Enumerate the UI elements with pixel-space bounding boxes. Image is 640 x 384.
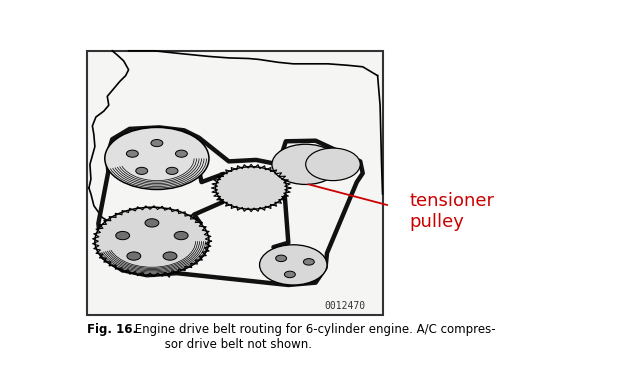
Circle shape [260,245,327,285]
Circle shape [174,232,188,240]
Circle shape [216,167,287,209]
Circle shape [142,235,162,247]
Circle shape [127,252,141,260]
Text: Fig. 16.: Fig. 16. [88,323,138,336]
Circle shape [136,167,148,174]
Bar [88,51,383,315]
Circle shape [234,178,268,198]
Circle shape [116,134,198,183]
Circle shape [322,158,344,171]
Circle shape [328,161,338,167]
Text: Engine drive belt routing for 6-cylinder engine. A/C compres-
         sor drive: Engine drive belt routing for 6-cylinder… [131,323,496,351]
Circle shape [163,252,177,260]
Circle shape [243,183,259,193]
Circle shape [128,227,176,255]
Circle shape [118,221,186,262]
Circle shape [306,148,360,180]
Circle shape [284,271,295,278]
Circle shape [106,214,198,268]
Circle shape [225,172,278,204]
Circle shape [298,160,313,169]
Circle shape [127,141,187,176]
Circle shape [286,260,301,269]
Circle shape [281,150,330,179]
Circle shape [145,219,159,227]
Circle shape [126,150,138,157]
Circle shape [277,255,309,274]
Circle shape [105,127,209,189]
Circle shape [290,155,321,174]
Circle shape [116,232,130,240]
Circle shape [148,153,166,164]
Circle shape [166,167,178,174]
Circle shape [175,150,188,157]
Circle shape [276,255,287,262]
Text: 0012470: 0012470 [324,301,366,311]
Text: tensioner
pulley: tensioner pulley [410,192,495,231]
Circle shape [269,250,318,280]
Circle shape [303,258,314,265]
Circle shape [137,147,177,170]
Circle shape [151,139,163,147]
Circle shape [272,144,339,184]
Circle shape [314,153,352,175]
Circle shape [95,207,209,275]
